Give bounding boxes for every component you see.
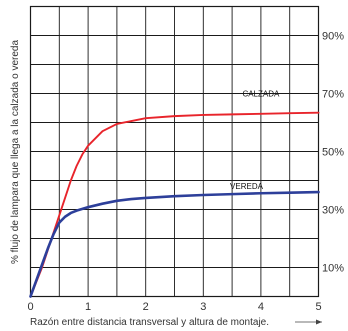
x-tick-label: 2 [143,301,149,313]
x-tick-labels: 0 1 2 3 4 5 [27,301,321,313]
series-layer [29,111,320,298]
x-axis-title: Razón entre distancia transversal y altu… [30,317,269,328]
x-axis-arrow [295,319,322,325]
y-axis-title: % flujo de lampara que llega a la calzad… [10,40,21,264]
series-label-vereda: VEREDA [230,182,264,191]
y-tick-label: 50% [322,147,344,159]
x-tick-label: 3 [200,301,206,313]
y-tick-label: 90% [322,31,344,43]
y-tick-label: 70% [322,89,344,101]
grid [30,6,319,297]
x-tick-label: 4 [258,301,264,313]
plot-frame [29,5,320,298]
y-tick-labels: 10% 30% 50% 70% 90% [322,31,344,275]
x-tick-label: 1 [85,301,91,313]
x-tick-label: 5 [315,301,321,313]
series-line-vereda [29,190,320,298]
x-tick-label: 0 [27,301,33,313]
series-label-calzada: CALZADA [242,89,280,98]
series-labels: CALZADA VEREDA [230,89,280,191]
y-tick-label: 30% [322,205,344,217]
y-tick-label: 10% [322,263,344,275]
